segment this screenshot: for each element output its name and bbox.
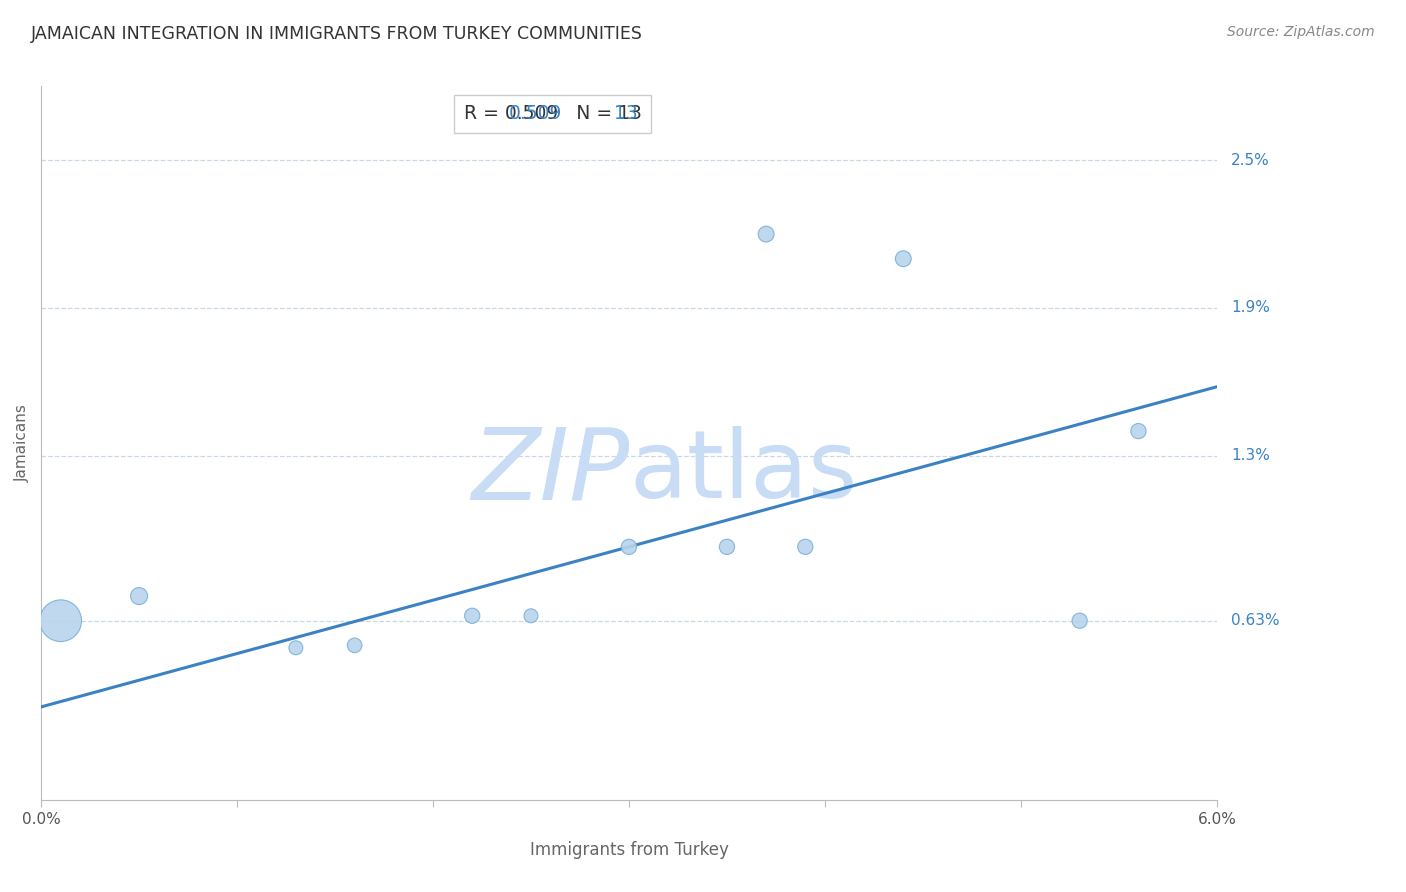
Text: ZIP: ZIP [471,424,628,520]
Text: Source: ZipAtlas.com: Source: ZipAtlas.com [1227,25,1375,39]
Y-axis label: Jamaicans: Jamaicans [15,404,30,483]
Text: JAMAICAN INTEGRATION IN IMMIGRANTS FROM TURKEY COMMUNITIES: JAMAICAN INTEGRATION IN IMMIGRANTS FROM … [31,25,643,43]
Text: atlas: atlas [628,426,858,518]
Point [1128,424,1150,438]
Point [617,540,640,554]
Point [1069,614,1091,628]
Point [891,252,914,266]
Text: 2.5%: 2.5% [1230,153,1270,168]
Text: 1.9%: 1.9% [1230,301,1270,316]
Point [755,227,778,241]
Point [343,638,366,652]
X-axis label: Immigrants from Turkey: Immigrants from Turkey [530,841,728,859]
Text: R = 0.509   N = 13: R = 0.509 N = 13 [464,104,641,123]
Text: 13: 13 [614,104,638,123]
Point [49,614,72,628]
Text: 0.509: 0.509 [509,104,562,123]
Text: 0.63%: 0.63% [1230,613,1279,628]
Point [461,608,484,623]
Point [716,540,738,554]
Point [520,608,543,623]
Point [794,540,817,554]
Text: 1.3%: 1.3% [1230,448,1270,463]
Point [284,640,307,655]
Point [128,589,150,603]
